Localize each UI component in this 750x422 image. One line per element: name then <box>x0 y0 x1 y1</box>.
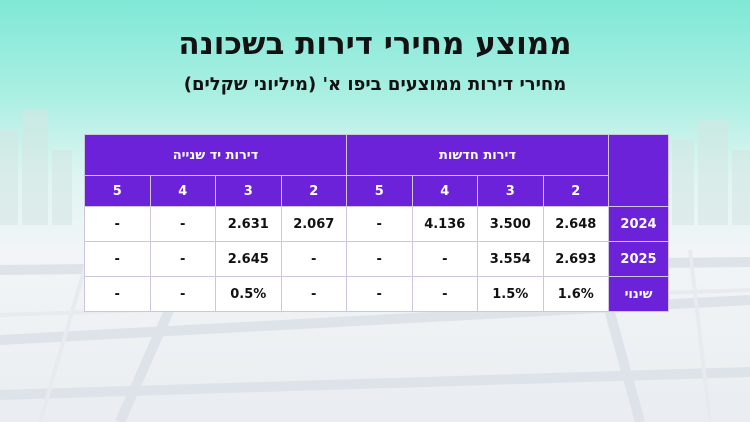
table-row-change: שינוי 1.6% 1.5% - - - 0.5% - - <box>84 276 670 312</box>
rooms-header-new-4: 4 <box>411 175 479 207</box>
cell-change-new-2: 1.6% <box>542 276 610 312</box>
cell-2024-used-5: - <box>84 206 151 242</box>
cell-2024-used-2: 2.067 <box>280 206 347 242</box>
cell-2025-new-3: 3.554 <box>477 241 544 277</box>
rooms-header-used-5: 5 <box>84 175 151 207</box>
cell-2024-new-4: 4.136 <box>411 206 479 242</box>
cell-change-new-5: - <box>346 276 413 312</box>
rooms-header-new-3: 3 <box>477 175 544 207</box>
group-header-new: דירות חדשות <box>345 134 610 176</box>
row-label-2025: 2025 <box>608 241 670 277</box>
cell-change-new-4: - <box>411 276 479 312</box>
rooms-header-new-5: 5 <box>346 175 413 207</box>
cell-2025-new-4: - <box>411 241 479 277</box>
cell-2024-new-3: 3.500 <box>477 206 544 242</box>
rooms-header-used-3: 3 <box>215 175 282 207</box>
table-row-2024: 2024 2.648 3.500 4.136 - 2.067 2.631 - - <box>84 206 670 242</box>
table-corner <box>608 134 670 207</box>
row-label-change: שינוי <box>608 276 670 312</box>
cell-2025-used-5: - <box>84 241 151 277</box>
cell-2025-used-2: - <box>280 241 347 277</box>
row-label-2024: 2024 <box>608 206 670 242</box>
cell-2024-new-2: 2.648 <box>542 206 610 242</box>
table-row-2025: 2025 2.693 3.554 - - - 2.645 - - <box>84 241 670 277</box>
price-table: דירות חדשות דירות יד שנייה 2 3 4 5 2 3 4… <box>84 134 670 312</box>
cell-2024-used-3: 2.631 <box>215 206 282 242</box>
page-subtitle: מחירי דירות ממוצעים ביפו א' (מיליוני שקל… <box>183 74 567 95</box>
cell-2025-new-2: 2.693 <box>542 241 610 277</box>
cell-change-used-2: - <box>280 276 347 312</box>
cell-change-used-5: - <box>84 276 151 312</box>
cell-change-used-4: - <box>149 276 216 312</box>
cell-2025-used-3: 2.645 <box>215 241 282 277</box>
page-title: ממוצע מחירי דירות בשכונה <box>178 26 572 62</box>
rooms-header-used-2: 2 <box>280 175 347 207</box>
cell-2024-used-4: - <box>149 206 216 242</box>
cell-change-new-3: 1.5% <box>477 276 544 312</box>
rooms-header-used-4: 4 <box>149 175 216 207</box>
cell-2025-used-4: - <box>149 241 216 277</box>
cell-2025-new-5: - <box>346 241 413 277</box>
rooms-header-new-2: 2 <box>542 175 610 207</box>
cell-2024-new-5: - <box>346 206 413 242</box>
cell-change-used-3: 0.5% <box>215 276 282 312</box>
group-header-used: דירות יד שנייה <box>84 134 347 176</box>
